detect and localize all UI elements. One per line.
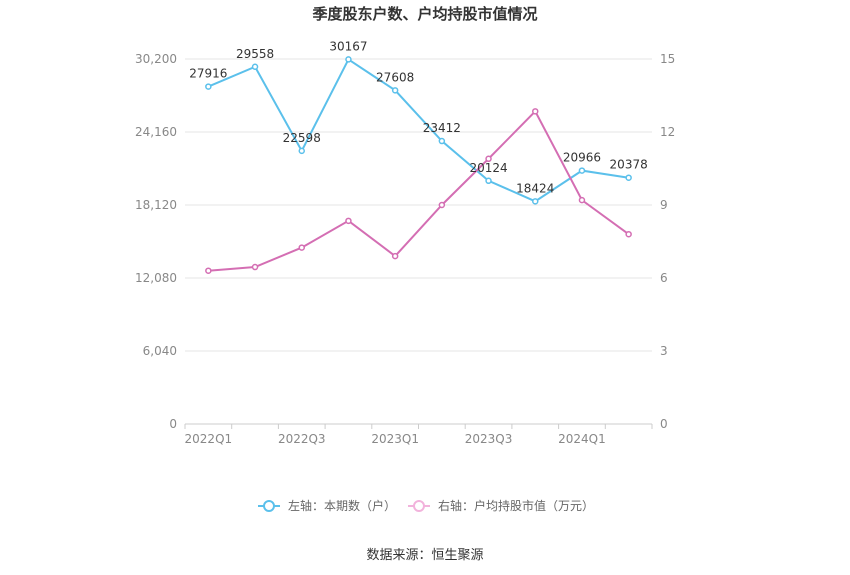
households-point[interactable] <box>438 137 446 145</box>
households-point[interactable] <box>625 174 632 181</box>
right-axis-tick-label: 0 <box>660 417 668 431</box>
gridlines <box>185 58 652 425</box>
left-axis-ticks: 0 6,040 12,080 18,120 24,160 30,200 <box>135 52 177 431</box>
households-data-label: 18424 <box>516 181 554 195</box>
right-axis-tick-label: 12 <box>660 125 675 139</box>
left-axis-tick-label: 12,080 <box>135 271 177 285</box>
data-labels: 27916 29558 22598 30167 27608 23412 20124 18424… <box>189 39 647 195</box>
avg-value-point[interactable] <box>391 252 399 260</box>
households-data-label: 29558 <box>236 47 274 61</box>
households-point[interactable] <box>578 167 586 174</box>
legend-item-avg-value[interactable]: 右轴：户均持股市值（万元） <box>408 498 594 513</box>
x-axis-tick-label: 2023Q1 <box>371 432 419 446</box>
avg-value-point[interactable] <box>345 217 352 225</box>
legend-avg-value-label: 右轴：户均持股市值（万元） <box>438 498 594 513</box>
households-data-label: 27608 <box>376 70 414 84</box>
households-point[interactable] <box>205 83 212 90</box>
households-point[interactable] <box>345 56 352 63</box>
series-layer <box>205 56 632 274</box>
avg-value-point[interactable] <box>298 244 305 251</box>
households-data-label: 20966 <box>563 151 601 165</box>
households-point[interactable] <box>485 177 492 185</box>
households-data-label: 22598 <box>283 131 321 145</box>
left-axis-tick-label: 0 <box>169 417 177 431</box>
avg-value-point[interactable] <box>251 263 259 271</box>
households-data-label: 27916 <box>189 67 227 81</box>
left-axis-tick-label: 6,040 <box>143 344 177 358</box>
right-axis-tick-label: 3 <box>660 344 668 358</box>
series-households-line <box>207 57 629 203</box>
chart-title: 季度股东户数、户均持股市值情况 <box>312 5 537 23</box>
avg-value-point[interactable] <box>205 267 212 274</box>
avg-value-point[interactable] <box>578 196 586 204</box>
left-axis-tick-label: 30,200 <box>135 52 177 66</box>
legend-households-label: 左轴：本期数（户） <box>288 498 396 513</box>
households-data-label: 30167 <box>329 39 367 53</box>
left-axis-tick-label: 24,160 <box>135 125 177 139</box>
avg-value-point[interactable] <box>625 230 632 238</box>
right-axis-ticks: 0 3 6 9 12 15 <box>660 52 675 431</box>
series-avg-value-line <box>208 109 630 272</box>
legend-avg-value-swatch-marker <box>413 500 425 512</box>
legend[interactable]: 左轴：本期数（户） 右轴：户均持股市值（万元） <box>258 498 594 513</box>
households-data-label: 20378 <box>610 158 648 172</box>
avg-value-point[interactable] <box>532 108 539 115</box>
avg-value-point[interactable] <box>485 155 492 163</box>
x-axis: 2022Q1 2022Q3 2023Q1 2023Q3 2024Q1 <box>184 424 653 446</box>
x-axis-tick-label: 2024Q1 <box>558 432 606 446</box>
avg-value-point[interactable] <box>438 201 446 209</box>
legend-households-swatch-marker <box>263 500 275 512</box>
x-axis-tick-label: 2022Q3 <box>278 432 326 446</box>
right-axis-tick-label: 6 <box>660 271 668 285</box>
households-point[interactable] <box>298 147 305 155</box>
legend-item-households[interactable]: 左轴：本期数（户） <box>258 498 396 513</box>
data-source-footer: 数据来源：恒生聚源 <box>366 548 483 563</box>
households-point[interactable] <box>532 198 539 205</box>
households-point[interactable] <box>391 87 399 94</box>
households-point[interactable] <box>251 63 259 71</box>
households-data-label: 20124 <box>469 161 507 175</box>
households-data-label: 23412 <box>423 121 461 135</box>
right-axis-tick-label: 15 <box>660 52 675 66</box>
x-axis-tick-label: 2023Q3 <box>465 432 513 446</box>
right-axis-tick-label: 9 <box>660 198 668 212</box>
x-axis-tick-label: 2022Q1 <box>185 432 233 446</box>
left-axis-tick-label: 18,120 <box>135 198 177 212</box>
